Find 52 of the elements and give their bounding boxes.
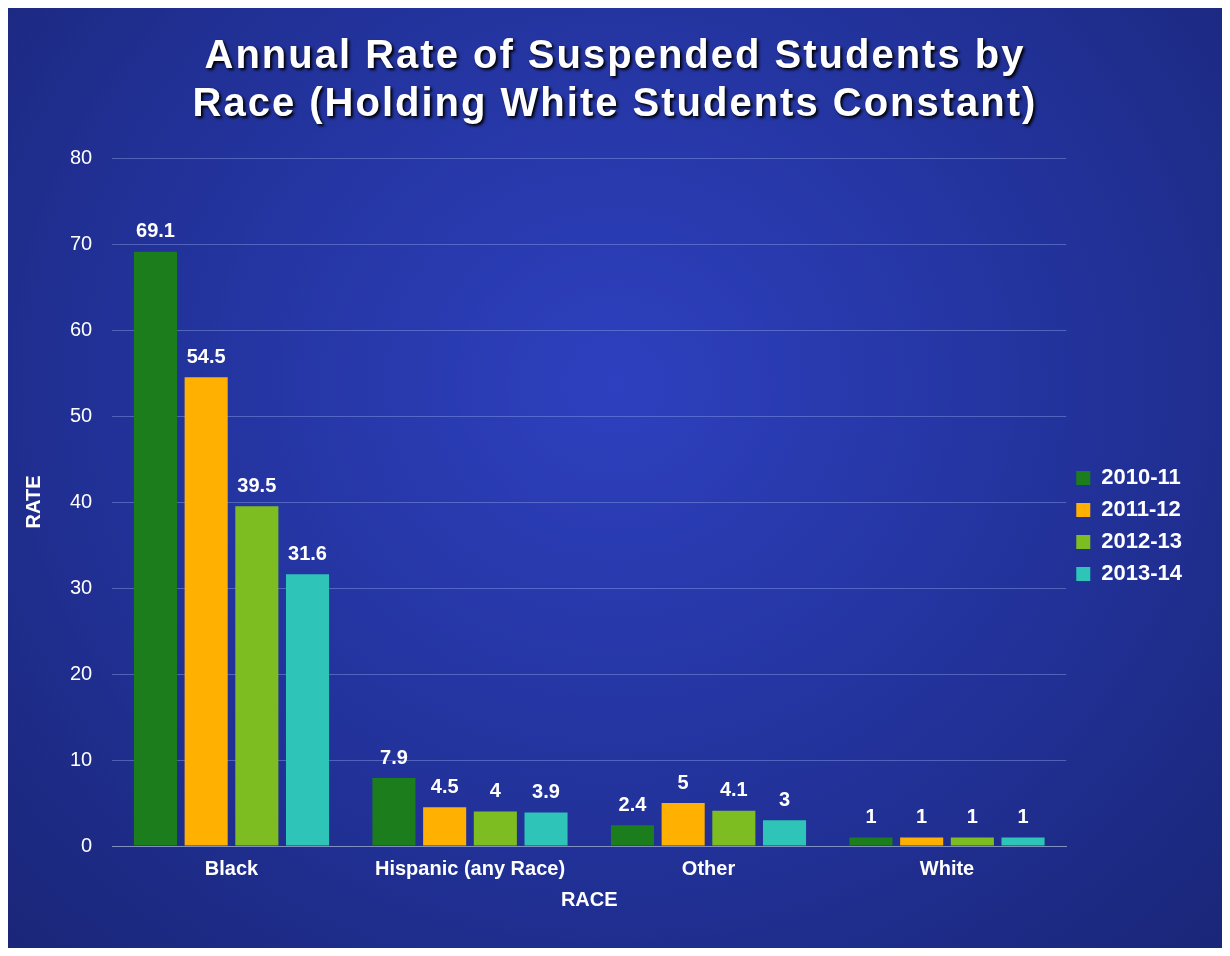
bar xyxy=(849,837,893,846)
data-label: 1 xyxy=(966,804,978,827)
data-label: 54.5 xyxy=(186,344,226,367)
bar xyxy=(1001,837,1045,846)
data-label: 3 xyxy=(778,787,791,810)
y-tick-label: 30 xyxy=(70,575,93,598)
x-tick-label: Hispanic (any Race) xyxy=(374,856,566,879)
y-tick-label: 70 xyxy=(70,231,93,254)
x-tick-label: Other xyxy=(681,856,736,879)
x-axis-title: RACE xyxy=(560,887,618,910)
y-axis-title: RATE xyxy=(21,475,44,529)
y-tick-label: 0 xyxy=(81,833,93,856)
bar xyxy=(133,251,178,846)
data-label: 31.6 xyxy=(288,541,327,564)
y-tick-label: 20 xyxy=(70,661,93,684)
legend-label: 2012-13 xyxy=(1101,528,1183,554)
bar xyxy=(610,825,655,846)
bar xyxy=(184,377,228,846)
y-tick-label: 80 xyxy=(70,145,93,168)
bar xyxy=(524,812,568,846)
y-tick-label: 60 xyxy=(70,317,93,340)
x-tick-label: White xyxy=(919,856,975,879)
data-label: 3.9 xyxy=(532,779,560,802)
chart-title: Annual Rate of Suspended Students by Race (Holding White Students Constant) xyxy=(191,31,1039,126)
data-label: 2.4 xyxy=(618,792,648,815)
bar xyxy=(661,803,705,846)
bar xyxy=(712,810,756,846)
bar xyxy=(473,811,517,846)
data-label: 4.5 xyxy=(430,774,459,797)
bar xyxy=(900,837,944,846)
data-label: 7.9 xyxy=(380,745,408,768)
data-label: 4.1 xyxy=(719,778,748,801)
bar xyxy=(950,837,994,846)
data-label: 1 xyxy=(916,804,928,827)
legend-label: 2011-12 xyxy=(1101,496,1181,522)
y-tick-label: 10 xyxy=(70,747,93,770)
bar xyxy=(235,506,279,846)
x-tick-label: Black xyxy=(204,856,260,879)
data-label: 5 xyxy=(677,770,689,793)
data-label: 1 xyxy=(1017,804,1029,827)
data-label: 39.5 xyxy=(237,473,277,496)
data-label: 4 xyxy=(489,779,502,802)
bar xyxy=(423,807,467,846)
y-tick-label: 40 xyxy=(70,489,93,512)
data-label: 69.1 xyxy=(136,219,175,242)
y-tick-label: 50 xyxy=(70,403,93,426)
bar xyxy=(285,574,330,846)
data-label: 1 xyxy=(865,804,877,827)
legend-label: 2010-11 xyxy=(1101,464,1181,490)
bar xyxy=(372,778,416,846)
bar xyxy=(762,820,807,846)
legend-label: 2013-14 xyxy=(1101,560,1183,586)
